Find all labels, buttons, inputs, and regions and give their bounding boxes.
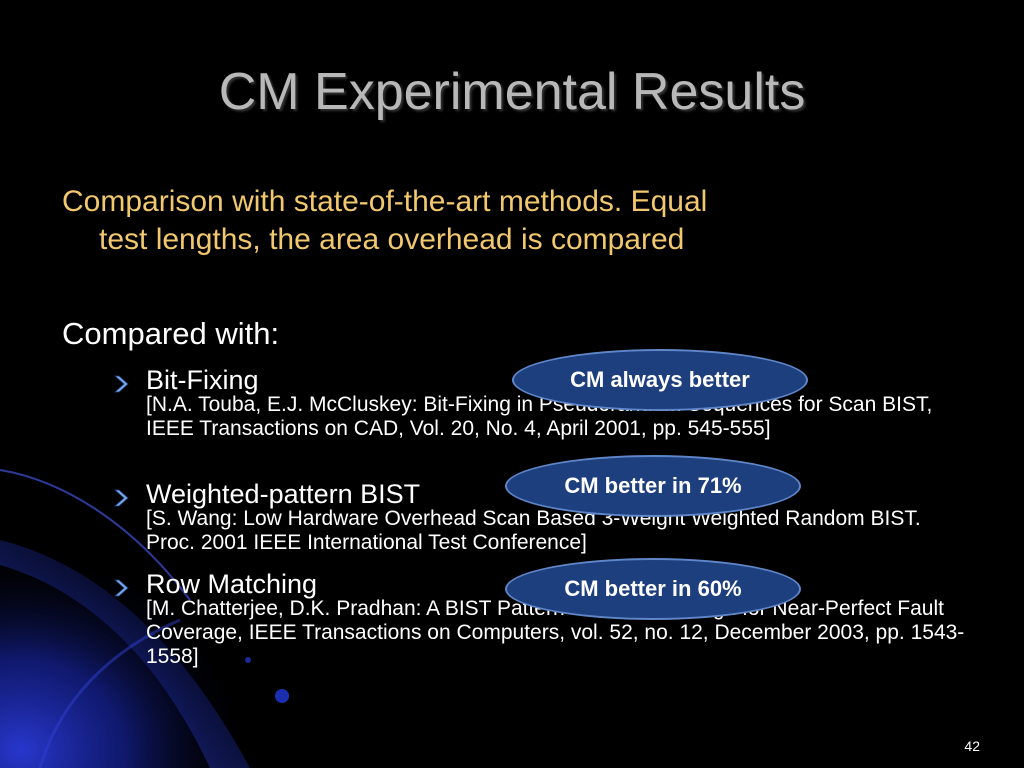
page-number: 42	[964, 738, 980, 754]
slide-title: CM Experimental Results	[218, 63, 806, 121]
decor-dot	[245, 657, 251, 663]
intro-text: Comparison with state-of-the-art methods…	[62, 183, 962, 259]
decor-dot	[275, 689, 289, 703]
result-bubble-bit-fixing: CM always better	[512, 349, 808, 411]
chevron-arrow-icon	[113, 375, 129, 393]
intro-line-2: test lengths, the area overhead is compa…	[99, 223, 685, 256]
item-reference: [S. Wang: Low Hardware Overhead Scan Bas…	[146, 507, 921, 554]
chevron-arrow-icon	[113, 489, 129, 507]
item-name: Bit-Fixing	[146, 365, 259, 395]
intro-line-1: Comparison with state-of-the-art methods…	[62, 185, 708, 218]
result-bubble-weighted-pattern: CM better in 71%	[505, 455, 801, 517]
result-bubble-row-matching: CM better in 60%	[505, 558, 801, 620]
item-name: Weighted-pattern BIST	[146, 479, 421, 509]
item-name: Row Matching	[146, 569, 318, 599]
chevron-arrow-icon	[113, 579, 129, 597]
compared-heading: Compared with:	[62, 316, 280, 351]
